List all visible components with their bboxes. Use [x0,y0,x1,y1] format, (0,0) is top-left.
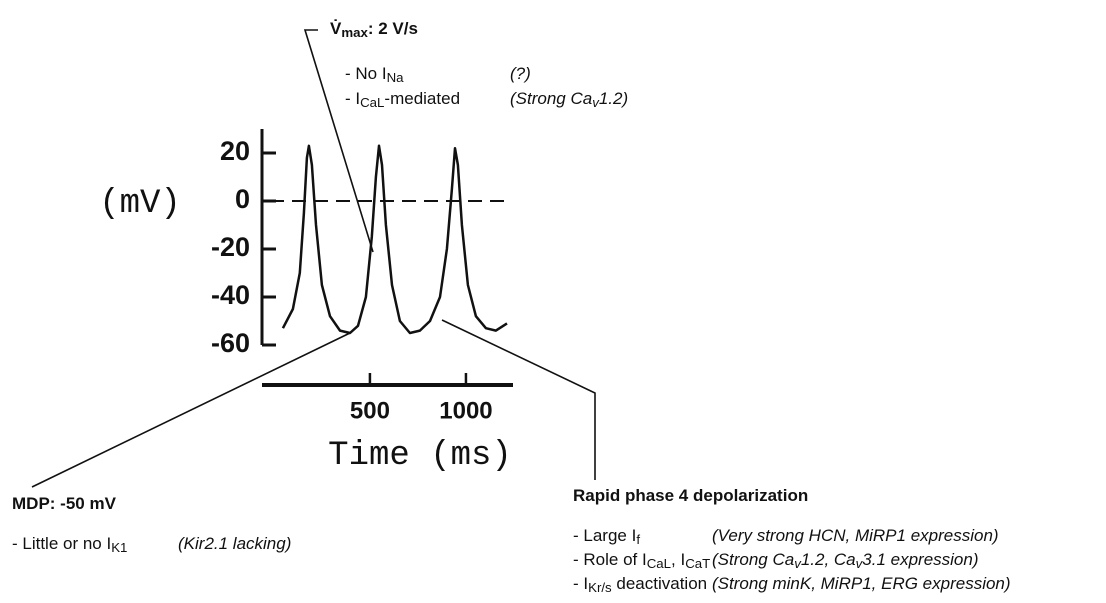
y-tick-label: 0 [235,184,250,214]
text-part: - I [573,574,588,593]
text-part: (Strong minK, MiRP1, ERG expression) [712,574,1011,593]
text-part: deactivation [612,574,707,593]
annotation-item: - IKr/s deactivation [573,574,707,595]
trace [281,144,508,335]
text-part: MDP: -50 mV [12,494,117,513]
subscript: CaT [685,556,710,571]
subscript: v [794,556,802,571]
y-tick-label: 20 [220,136,250,166]
annotation-title: MDP: -50 mV [12,494,117,513]
annotation-item: - Large If [573,526,640,547]
text-part: (Strong Ca [510,89,592,108]
annotation-item: - Little or no IK1 [12,534,127,555]
subscript: v [592,95,600,110]
text-part: - I [345,89,360,108]
annotation-item: - No INa [345,64,404,85]
subscript: K1 [111,540,127,555]
annotation-item: - Role of ICaL, ICaT [573,550,710,571]
y-tick-label: -40 [211,280,250,310]
annotation-note: (Kir2.1 lacking) [178,534,291,553]
x-axis-label: Time (ms) [328,437,512,475]
subscript: f [636,532,640,547]
annotation-title: Rapid phase 4 depolarization [573,486,808,505]
x-tick-label: 500 [350,397,390,424]
text-part: (Kir2.1 lacking) [178,534,291,553]
text-part: 1.2) [599,89,628,108]
annotation-note: (Strong minK, MiRP1, ERG expression) [712,574,1011,593]
leader-line [303,29,374,253]
text-part: - No I [345,64,387,83]
text-part: (Strong Ca [712,550,794,569]
subscript: Na [387,70,405,85]
text-part: (?) [510,64,531,83]
subscript: CaL [360,95,384,110]
annotation-note: (Strong Cav1.2, Cav3.1 expression) [712,550,979,571]
subscript: Kr/s [588,580,612,595]
text-part: - Large I [573,526,636,545]
subscript: CaL [647,556,671,571]
annotation-title: V̇max: 2 V/s [330,19,418,40]
text-part: - Little or no I [12,534,111,553]
y-tick-label: -60 [211,328,250,358]
x-tick-label: 1000 [439,397,492,424]
annotation-note: (Very strong HCN, MiRP1 expression) [712,526,999,545]
text-part: (Very strong HCN, MiRP1 expression) [712,526,999,545]
leader-line [31,332,351,488]
text-part: -mediated [384,89,460,108]
text-part: , I [671,550,685,569]
y-tick-label: -20 [211,232,250,262]
annotation-note: (Strong Cav1.2) [510,89,628,110]
text-part: - Role of I [573,550,647,569]
annotation-item: - ICaL-mediated [345,89,460,110]
text-part: Rapid phase 4 depolarization [573,486,808,505]
text-part: V̇ [330,19,342,38]
text-part: : 2 V/s [368,19,418,38]
y-axis-label: (mV) [99,185,181,223]
subscript: max [341,25,368,40]
text-part: 3.1 expression) [862,550,978,569]
leader-line [441,319,596,480]
annotation-note: (?) [510,64,531,83]
text-part: 1.2, Ca [801,550,856,569]
subscript: v [856,556,864,571]
